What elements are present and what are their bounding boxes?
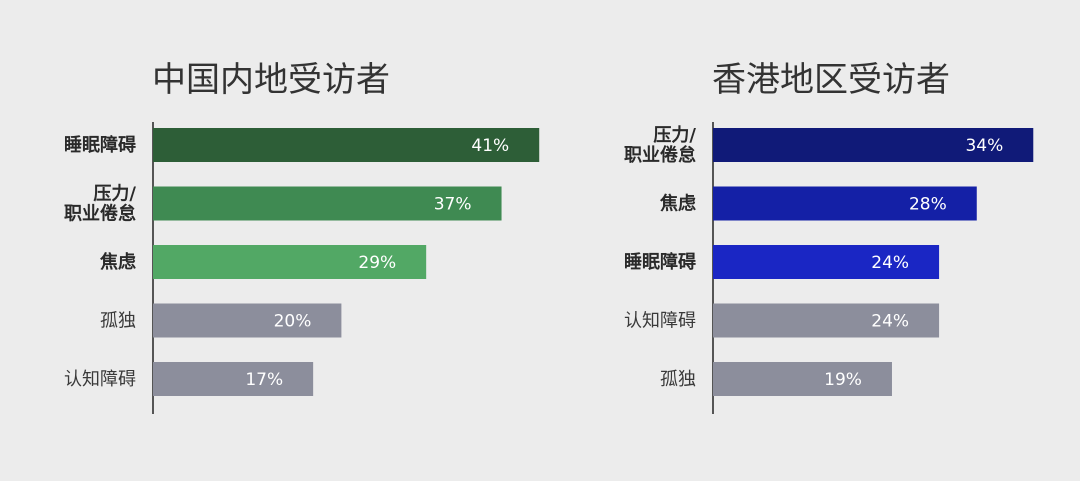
mainland-bar-chart: 41% 睡眠障碍 37% 压力/职业倦怠 29% 焦虑 20% 孤独 17% 认知障碍 [64, 122, 540, 414]
mainland-category-label: 睡眠障碍 [64, 134, 136, 156]
mainland-bar [153, 186, 502, 221]
mainland-value-label: 20% [274, 312, 312, 332]
hongkong-chart-panel: 香港地区受访者 34% 压力/职业倦怠 28% 焦虑 24% 睡眠障碍 24% 认知障碍 19%… [560, 0, 1080, 481]
mainland-chart-title: 中国内地受访者 [152, 60, 390, 100]
hongkong-bar [713, 128, 1034, 162]
mainland-category-label: 孤独 [100, 311, 136, 332]
hongkong-bar [713, 186, 977, 221]
hongkong-value-label: 34% [965, 136, 1003, 156]
mainland-category-label: 职业倦怠 [64, 203, 136, 225]
mainland-category-label: 压力/ [93, 184, 136, 205]
hongkong-value-label: 24% [871, 312, 909, 332]
hongkong-bar [713, 303, 940, 338]
mainland-bar [153, 128, 540, 162]
hongkong-category-label: 焦虑 [659, 193, 696, 215]
hongkong-category-label: 职业倦怠 [624, 144, 696, 166]
mainland-value-label: 17% [245, 370, 283, 390]
hongkong-value-label: 28% [909, 195, 947, 215]
hongkong-value-label: 19% [824, 370, 862, 390]
mainland-value-label: 41% [471, 136, 509, 156]
hongkong-category-label: 认知障碍 [624, 311, 696, 332]
hongkong-bar [713, 362, 892, 396]
hongkong-chart-title: 香港地区受访者 [712, 60, 950, 100]
hongkong-category-label: 睡眠障碍 [624, 251, 696, 273]
mainland-chart-panel: 中国内地受访者 41% 睡眠障碍 37% 压力/职业倦怠 29% 焦虑 20% 孤独 17% 认知… [64, 60, 540, 414]
mainland-bar [153, 362, 314, 396]
hongkong-bar [713, 245, 940, 279]
hongkong-value-label: 24% [871, 253, 909, 273]
hongkong-category-label: 孤独 [660, 369, 696, 390]
mainland-category-label: 焦虑 [99, 251, 136, 273]
mainland-value-label: 29% [358, 253, 396, 273]
mainland-bar [153, 303, 342, 338]
mainland-category-label: 认知障碍 [64, 369, 136, 390]
hongkong-bar-chart: 34% 压力/职业倦怠 28% 焦虑 24% 睡眠障碍 24% 认知障碍 19% 孤独 [624, 122, 1034, 414]
mainland-bar [153, 245, 427, 279]
mainland-value-label: 37% [434, 195, 472, 215]
hongkong-category-label: 压力/ [653, 125, 696, 146]
